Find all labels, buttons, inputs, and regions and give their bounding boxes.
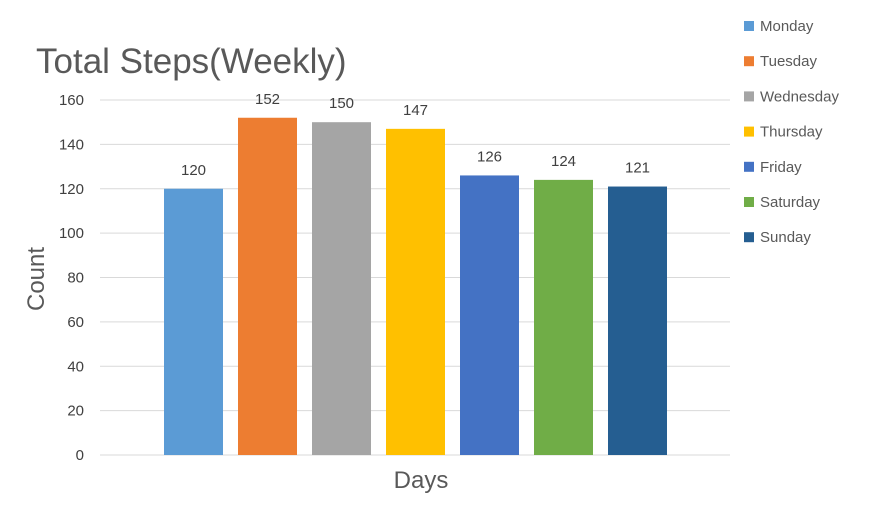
bar-friday — [460, 175, 519, 455]
legend-swatch-friday — [744, 161, 754, 172]
x-axis-title: Days — [394, 467, 449, 494]
data-label-saturday: 124 — [551, 153, 576, 170]
y-tick-label: 120 — [59, 181, 84, 198]
data-label-monday: 120 — [181, 162, 206, 179]
legend-label-wednesday: Wednesday — [760, 88, 839, 105]
data-label-friday: 126 — [477, 148, 502, 165]
y-tick-label: 80 — [67, 270, 84, 287]
y-tick-label: 100 — [59, 225, 84, 242]
bar-tuesday — [238, 117, 297, 455]
legend-swatch-tuesday — [744, 56, 754, 67]
bar-thursday — [386, 128, 445, 455]
legend-swatch-sunday — [744, 232, 754, 243]
legend-label-monday: Monday — [760, 18, 814, 35]
y-tick-label: 140 — [59, 136, 84, 153]
legend: Monday Tuesday Wednesday Thursday Friday Satu… — [744, 18, 839, 246]
data-label-thursday: 147 — [403, 102, 428, 119]
legend-label-tuesday: Tuesday — [760, 53, 817, 70]
bar-saturday — [534, 179, 593, 455]
legend-label-friday: Friday — [760, 159, 802, 176]
legend-swatch-wednesday — [744, 91, 754, 102]
legend-label-sunday: Sunday — [760, 229, 811, 246]
y-tick-label: 40 — [67, 358, 84, 375]
y-axis-title: Count — [23, 247, 50, 311]
bar-sunday — [608, 186, 667, 455]
data-labels: 120 152 150 147 126 124 121 — [181, 91, 650, 179]
bar-wednesday — [312, 122, 371, 455]
data-label-tuesday: 152 — [255, 91, 280, 108]
y-axis-ticks: 0 20 40 60 80 100 120 140 160 — [59, 92, 84, 464]
legend-label-thursday: Thursday — [760, 124, 823, 141]
bars — [164, 117, 667, 455]
legend-swatch-monday — [744, 21, 754, 31]
chart-title: Total Steps(Weekly) — [36, 42, 347, 81]
y-tick-label: 60 — [67, 314, 84, 331]
y-tick-label: 20 — [67, 403, 84, 420]
legend-label-saturday: Saturday — [760, 194, 821, 211]
data-label-wednesday: 150 — [329, 95, 354, 112]
y-tick-label: 0 — [76, 447, 84, 464]
y-tick-label: 160 — [59, 92, 84, 109]
legend-swatch-saturday — [744, 197, 754, 207]
bar-monday — [164, 188, 223, 455]
legend-swatch-thursday — [744, 126, 754, 137]
data-label-sunday: 121 — [625, 160, 650, 177]
